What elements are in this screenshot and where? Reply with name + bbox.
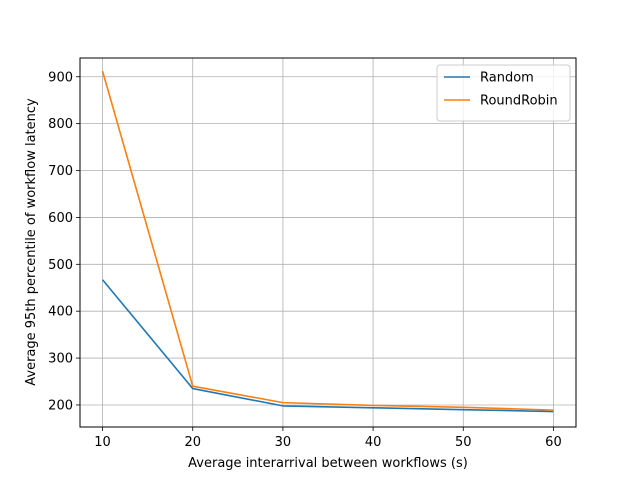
y-tick-label: 400: [48, 305, 73, 320]
x-axis-label: Average interarrival between workflows (…: [188, 456, 468, 471]
y-tick-label: 500: [48, 258, 73, 273]
y-tick-label: 600: [48, 211, 73, 226]
grid: [80, 58, 576, 427]
x-tick-label: 50: [455, 435, 472, 450]
legend-label-random: Random: [480, 71, 534, 86]
axis-ticks: 10 20 30 40 50 60 200 300 400 500 600 700 800 900: [48, 70, 562, 450]
legend-box: [436, 64, 571, 122]
series-lines: [101, 70, 554, 413]
x-tick-label: 30: [275, 435, 292, 450]
y-tick-label: 900: [48, 70, 73, 85]
y-tick-label: 800: [48, 117, 73, 132]
y-tick-label: 300: [48, 352, 73, 367]
series-line-random: [101, 279, 554, 413]
legend: Random RoundRobin: [436, 64, 571, 122]
y-tick-label: 200: [48, 398, 73, 413]
y-tick-label: 700: [48, 164, 73, 179]
x-tick-label: 60: [545, 435, 562, 450]
x-tick-label: 10: [94, 435, 111, 450]
x-tick-label: 40: [365, 435, 382, 450]
series-line-roundrobin: [101, 70, 554, 411]
y-axis-label: Average 95th percentile of workflow late…: [24, 98, 39, 386]
legend-label-roundrobin: RoundRobin: [480, 94, 558, 109]
x-tick-label: 20: [184, 435, 201, 450]
plot-frame: [79, 57, 577, 428]
